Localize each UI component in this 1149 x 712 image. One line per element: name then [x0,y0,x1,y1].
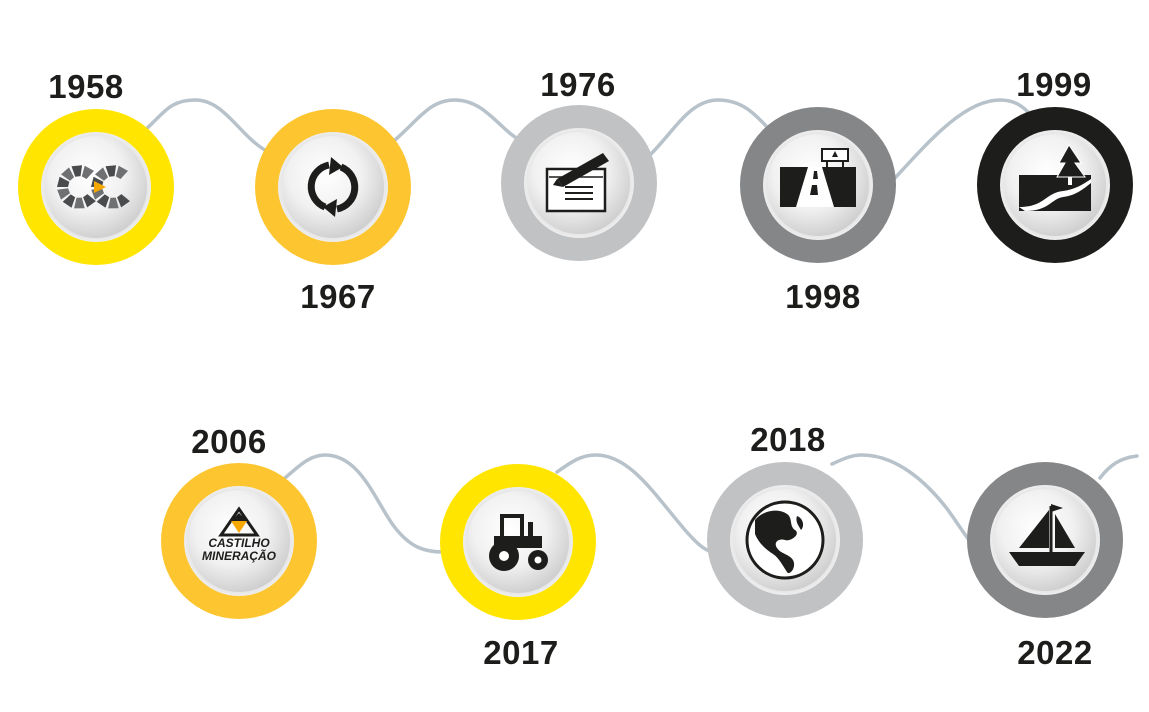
connector-line [648,98,772,157]
milestone-node [440,464,596,620]
cc-logo-icon [57,165,130,209]
year-label-2018: 2018 [750,421,826,458]
signing-document-icon [545,153,609,213]
milestone-face [188,490,290,592]
milestone-node [18,109,174,265]
year-label-1967: 1967 [300,278,376,315]
year-label-1958: 1958 [48,68,124,105]
connector-line [393,98,522,142]
year-label-1998: 1998 [785,278,861,315]
milestone-face [282,136,384,238]
tractor-icon [489,514,548,571]
year-label-2017: 2017 [483,634,559,671]
year-label-2006: 2006 [191,423,267,460]
milestone-node [977,107,1133,263]
highway-icon [780,148,856,207]
milestone-node [707,462,863,618]
sailboat-icon [1009,504,1085,566]
timeline-connectors [138,98,1139,554]
connector-line [555,453,714,554]
connector-line [1098,454,1139,480]
landscape-river-tree-icon [1019,144,1091,211]
connector-line [830,453,971,542]
globe-americas-icon [745,500,825,580]
milestone-node [967,462,1123,618]
year-label-1976: 1976 [540,66,616,103]
recycle-arrows-icon [307,157,359,217]
year-label-1999: 1999 [1016,66,1092,103]
milestone-node [501,105,657,261]
connector-line [893,98,1030,180]
connector-line [138,98,270,154]
year-label-2022: 2022 [1017,634,1093,671]
milestone-node [740,107,896,263]
milestone-node [255,109,411,265]
logo-text-line: MINERAÇÃO [202,548,277,563]
logo-text-line: CASTILHO [208,536,270,550]
connector-line [283,453,445,554]
